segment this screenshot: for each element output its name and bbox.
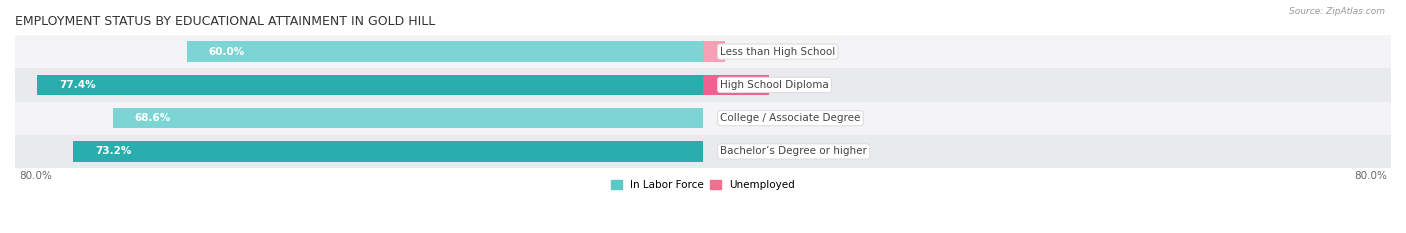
- Text: College / Associate Degree: College / Associate Degree: [720, 113, 860, 123]
- Bar: [38, 75, 703, 95]
- Text: 2.6%: 2.6%: [738, 47, 765, 57]
- Text: 80.0%: 80.0%: [1354, 171, 1386, 181]
- Text: Source: ZipAtlas.com: Source: ZipAtlas.com: [1289, 7, 1385, 16]
- Text: Bachelor’s Degree or higher: Bachelor’s Degree or higher: [720, 147, 868, 156]
- Text: 0.0%: 0.0%: [716, 147, 742, 156]
- Bar: [703, 41, 725, 62]
- Bar: [112, 108, 703, 128]
- Bar: [15, 68, 1391, 102]
- Text: High School Diploma: High School Diploma: [720, 80, 830, 90]
- Text: 60.0%: 60.0%: [208, 47, 245, 57]
- Bar: [15, 102, 1391, 135]
- Text: EMPLOYMENT STATUS BY EDUCATIONAL ATTAINMENT IN GOLD HILL: EMPLOYMENT STATUS BY EDUCATIONAL ATTAINM…: [15, 15, 436, 28]
- Text: 68.6%: 68.6%: [135, 113, 170, 123]
- Text: 77.4%: 77.4%: [59, 80, 96, 90]
- Bar: [15, 35, 1391, 68]
- Bar: [703, 75, 769, 95]
- Legend: In Labor Force, Unemployed: In Labor Force, Unemployed: [607, 176, 799, 195]
- Bar: [73, 141, 703, 162]
- Text: 7.7%: 7.7%: [782, 80, 808, 90]
- Text: 0.0%: 0.0%: [716, 113, 742, 123]
- Text: Less than High School: Less than High School: [720, 47, 835, 57]
- Bar: [187, 41, 703, 62]
- Text: 73.2%: 73.2%: [96, 147, 131, 156]
- Bar: [15, 135, 1391, 168]
- Text: 80.0%: 80.0%: [20, 171, 52, 181]
